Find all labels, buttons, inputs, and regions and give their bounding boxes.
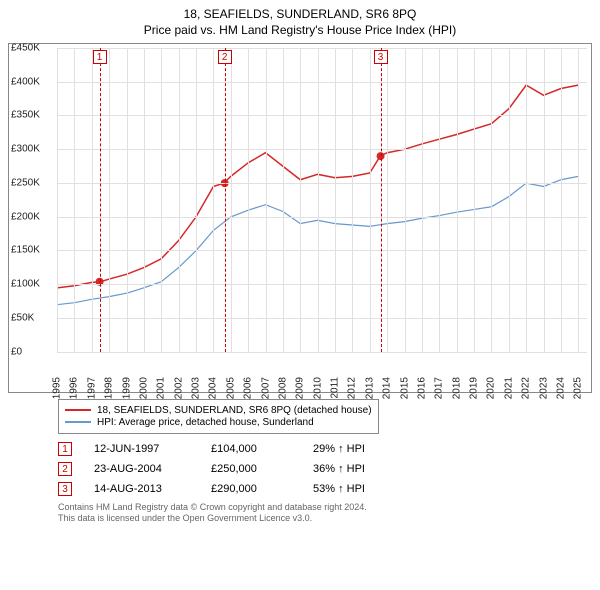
footnote-line: Contains HM Land Registry data © Crown c… <box>58 502 592 514</box>
x-axis-label: 2020 <box>486 377 497 399</box>
x-axis-label: 2005 <box>225 377 236 399</box>
sale-row-number: 3 <box>58 482 72 496</box>
sale-marker-label: 1 <box>93 50 107 64</box>
chart-lines <box>57 48 587 352</box>
x-axis-label: 2019 <box>469 377 480 399</box>
x-axis-label: 2012 <box>347 377 358 399</box>
sale-marker-line <box>100 48 101 352</box>
sale-row-delta: 36% ↑ HPI <box>313 463 365 475</box>
page-title: 18, SEAFIELDS, SUNDERLAND, SR6 8PQ <box>8 6 592 23</box>
sale-row: 3 14-AUG-2013 £290,000 53% ↑ HPI <box>58 482 592 496</box>
sale-row-delta: 29% ↑ HPI <box>313 443 365 455</box>
sale-row-date: 12-JUN-1997 <box>94 443 189 455</box>
sale-marker-label: 2 <box>218 50 232 64</box>
x-axis-label: 2009 <box>295 377 306 399</box>
y-axis-label: £300K <box>11 144 40 155</box>
x-axis-label: 1996 <box>69 377 80 399</box>
chart-container: 1 2 3 £0 £50K £100K £150K £200K £250K £300K £350K… <box>8 43 592 393</box>
x-axis-label: 1998 <box>104 377 115 399</box>
x-axis-label: 2022 <box>521 377 532 399</box>
legend-item: 18, SEAFIELDS, SUNDERLAND, SR6 8PQ (deta… <box>65 405 372 416</box>
x-axis-label: 1997 <box>86 377 97 399</box>
sale-row-date: 14-AUG-2013 <box>94 483 189 495</box>
y-axis-label: £0 <box>11 346 22 357</box>
y-axis-label: £400K <box>11 76 40 87</box>
y-axis-label: £450K <box>11 42 40 53</box>
x-axis-label: 2014 <box>382 377 393 399</box>
x-axis-label: 2023 <box>538 377 549 399</box>
x-axis-label: 2008 <box>277 377 288 399</box>
footnote-line: This data is licensed under the Open Gov… <box>58 513 592 525</box>
sale-marker-line <box>381 48 382 352</box>
sale-row-number: 1 <box>58 442 72 456</box>
x-axis-label: 2015 <box>399 377 410 399</box>
x-axis-label: 2006 <box>243 377 254 399</box>
legend-swatch <box>65 409 91 411</box>
x-axis-label: 2010 <box>312 377 323 399</box>
legend-label: 18, SEAFIELDS, SUNDERLAND, SR6 8PQ (deta… <box>97 405 372 416</box>
x-axis-label: 2003 <box>191 377 202 399</box>
plot-area: 1 2 3 <box>57 48 587 352</box>
x-axis-label: 2002 <box>173 377 184 399</box>
sale-row-price: £290,000 <box>211 483 291 495</box>
y-axis-label: £200K <box>11 211 40 222</box>
y-axis-label: £50K <box>11 313 34 324</box>
sale-marker-label: 3 <box>374 50 388 64</box>
legend: 18, SEAFIELDS, SUNDERLAND, SR6 8PQ (deta… <box>58 399 379 434</box>
legend-label: HPI: Average price, detached house, Sund… <box>97 417 314 428</box>
x-axis-label: 2007 <box>260 377 271 399</box>
sale-row-number: 2 <box>58 462 72 476</box>
x-axis-label: 2000 <box>138 377 149 399</box>
x-axis-label: 2013 <box>364 377 375 399</box>
x-axis-label: 2004 <box>208 377 219 399</box>
x-axis-label: 2016 <box>416 377 427 399</box>
x-axis-label: 2001 <box>156 377 167 399</box>
x-axis-label: 2011 <box>330 377 341 399</box>
y-axis-label: £150K <box>11 245 40 256</box>
x-axis-label: 2025 <box>573 377 584 399</box>
x-axis-label: 2017 <box>434 377 445 399</box>
x-axis-label: 1995 <box>52 377 63 399</box>
footnote: Contains HM Land Registry data © Crown c… <box>58 502 592 525</box>
x-axis-label: 2021 <box>503 377 514 399</box>
legend-swatch <box>65 421 91 423</box>
y-axis-label: £100K <box>11 279 40 290</box>
legend-item: HPI: Average price, detached house, Sund… <box>65 417 372 428</box>
sale-row-delta: 53% ↑ HPI <box>313 483 365 495</box>
page-subtitle: Price paid vs. HM Land Registry's House … <box>8 23 592 37</box>
x-axis-label: 2018 <box>451 377 462 399</box>
sale-row: 1 12-JUN-1997 £104,000 29% ↑ HPI <box>58 442 592 456</box>
sale-row-date: 23-AUG-2004 <box>94 463 189 475</box>
y-axis-label: £350K <box>11 110 40 121</box>
x-axis-label: 1999 <box>121 377 132 399</box>
sale-marker-line <box>225 48 226 352</box>
sale-row-price: £250,000 <box>211 463 291 475</box>
y-axis-label: £250K <box>11 177 40 188</box>
sale-row: 2 23-AUG-2004 £250,000 36% ↑ HPI <box>58 462 592 476</box>
sales-table: 1 12-JUN-1997 £104,000 29% ↑ HPI 2 23-AUG-200… <box>58 442 592 496</box>
x-axis-label: 2024 <box>555 377 566 399</box>
sale-row-price: £104,000 <box>211 443 291 455</box>
